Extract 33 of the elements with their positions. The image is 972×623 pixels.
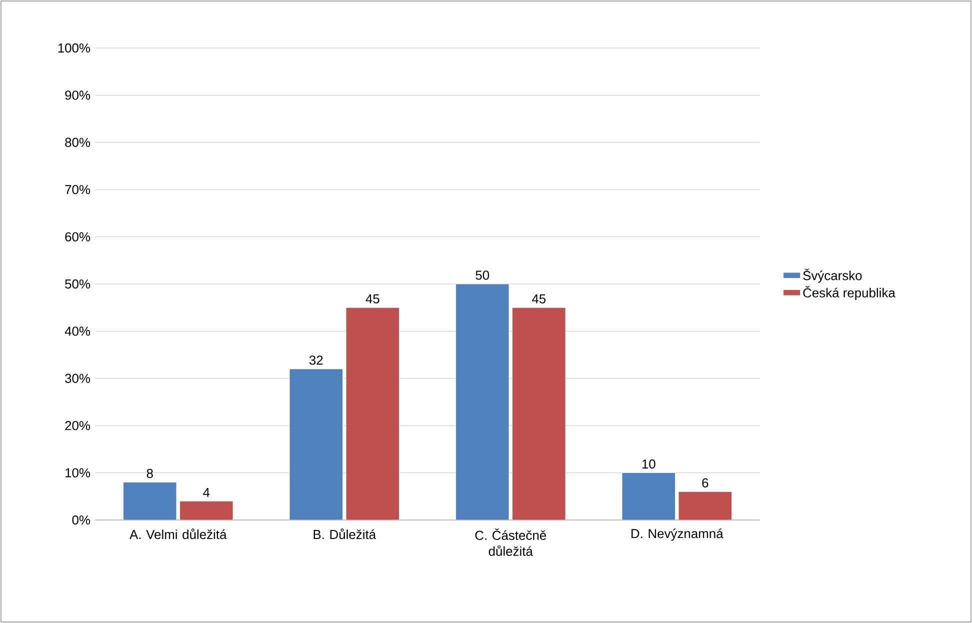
data-label: 50 — [476, 270, 490, 280]
y-tick-label: 0% — [72, 515, 90, 525]
y-tick-label: 50% — [65, 279, 90, 289]
x-tick-label: A. Velmi důležitá — [130, 528, 227, 540]
y-tick-label: 40% — [64, 326, 90, 336]
y-tick-label: 90% — [65, 90, 90, 100]
bar — [678, 491, 732, 520]
bar — [622, 472, 676, 520]
bar — [456, 284, 510, 520]
data-label: 6 — [702, 478, 708, 488]
y-tick-label: 80% — [65, 138, 90, 147]
y-tick-label: 20% — [65, 421, 90, 430]
data-label: 45 — [366, 294, 380, 304]
data-label: 4 — [203, 488, 210, 497]
bar — [346, 307, 400, 520]
y-tick-label: 70% — [65, 185, 90, 194]
bar — [289, 368, 343, 520]
data-label: 32 — [309, 356, 323, 365]
legend-label: Česká republika — [803, 286, 896, 300]
legend-label: Švýcarsko — [803, 268, 862, 283]
x-tick-label: D. Nevýznamná — [632, 528, 724, 541]
y-tick-label: 30% — [65, 374, 90, 383]
bar — [123, 482, 177, 520]
data-label: 10 — [642, 459, 656, 469]
y-tick-label: 100% — [58, 43, 90, 53]
y-tick-label: 60% — [65, 232, 90, 242]
x-tick-label: C. Částečně důležitá — [475, 528, 546, 556]
data-label: 45 — [532, 294, 546, 304]
y-tick-label: 10% — [66, 468, 90, 478]
x-tick-label: B. Důležitá — [314, 528, 376, 540]
bar — [512, 307, 566, 520]
bar — [180, 500, 234, 520]
data-label: 8 — [146, 468, 153, 478]
